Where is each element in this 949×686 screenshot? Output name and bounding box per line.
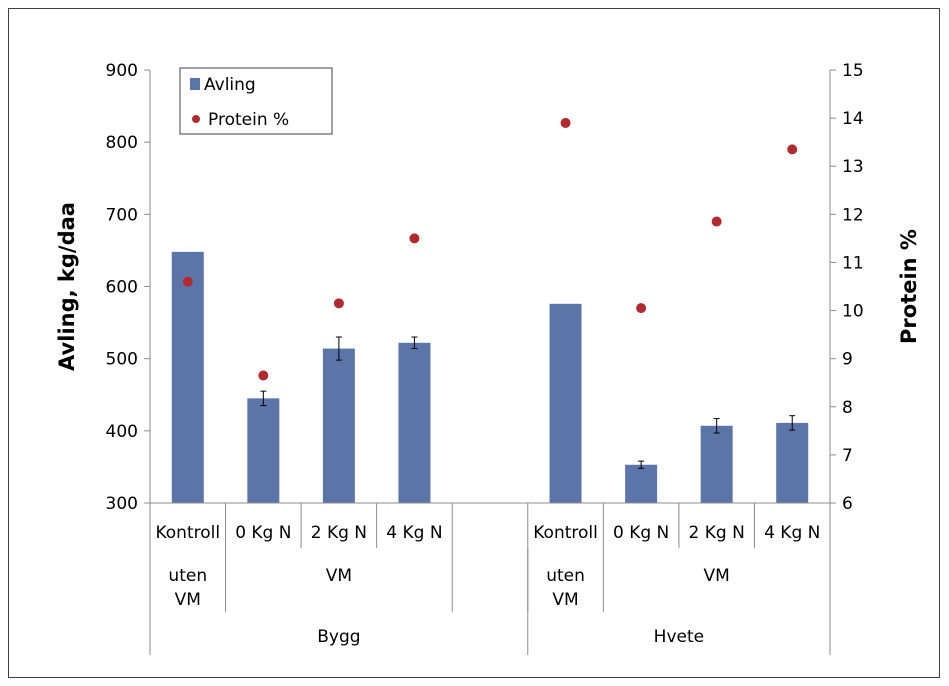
protein-point xyxy=(258,370,269,381)
legend-label-point: Protein % xyxy=(208,110,289,130)
protein-point xyxy=(333,298,344,309)
legend-label-bar: Avling xyxy=(204,75,256,95)
x-category-label: 0 Kg N xyxy=(235,523,291,543)
x-group-label: VM xyxy=(704,566,730,586)
protein-point xyxy=(560,117,571,128)
protein-point xyxy=(636,303,647,314)
chart-frame xyxy=(8,8,940,678)
protein-point xyxy=(711,216,722,227)
x-supergroup-label: Bygg xyxy=(317,627,360,647)
y-tick-label-right: 6 xyxy=(842,494,853,514)
y-tick-label-right: 9 xyxy=(842,350,853,370)
bar xyxy=(625,464,658,503)
y-axis-title-right: Protein % xyxy=(897,229,921,344)
x-group-label: uten VM xyxy=(546,566,585,610)
x-category-label: Kontroll xyxy=(155,523,220,543)
y-tick-label-right: 7 xyxy=(842,446,853,466)
y-tick-label-right: 14 xyxy=(842,109,864,129)
y-tick-label-right: 15 xyxy=(842,61,864,81)
bar xyxy=(776,422,809,503)
y-tick-label-left: 800 xyxy=(106,133,138,153)
x-supergroup-label: Hvete xyxy=(654,627,704,647)
x-category-label: Kontroll xyxy=(533,523,598,543)
legend-marker-bar xyxy=(190,78,200,90)
legend-marker-point xyxy=(192,115,200,123)
x-category-label: 0 Kg N xyxy=(613,523,669,543)
x-group-label: VM xyxy=(326,566,352,586)
x-category-label: 2 Kg N xyxy=(689,523,745,543)
y-axis-title-left: Avling, kg/daa xyxy=(55,202,79,371)
y-tick-label-left: 400 xyxy=(106,422,138,442)
y-tick-label-left: 900 xyxy=(106,61,138,81)
x-category-label: 2 Kg N xyxy=(311,523,367,543)
protein-point xyxy=(787,144,798,155)
y-tick-label-right: 12 xyxy=(842,205,864,225)
bar xyxy=(247,398,280,503)
x-category-label: 4 Kg N xyxy=(764,523,820,543)
y-tick-label-left: 500 xyxy=(106,350,138,370)
bar xyxy=(700,425,733,503)
y-tick-label-right: 13 xyxy=(842,157,864,177)
bar xyxy=(171,251,204,503)
protein-point xyxy=(409,233,420,244)
bar xyxy=(549,303,582,503)
y-tick-label-right: 8 xyxy=(842,398,853,418)
protein-point xyxy=(182,276,193,287)
y-tick-label-left: 300 xyxy=(106,494,138,514)
y-tick-label-left: 600 xyxy=(106,278,138,298)
y-tick-label-right: 11 xyxy=(842,253,864,273)
x-group-label: uten VM xyxy=(168,566,207,610)
y-tick-label-left: 700 xyxy=(106,205,138,225)
bar xyxy=(398,342,431,503)
x-category-label: 4 Kg N xyxy=(386,523,442,543)
bar xyxy=(322,348,355,503)
y-tick-label-right: 10 xyxy=(842,302,864,322)
legend-box xyxy=(179,67,333,135)
